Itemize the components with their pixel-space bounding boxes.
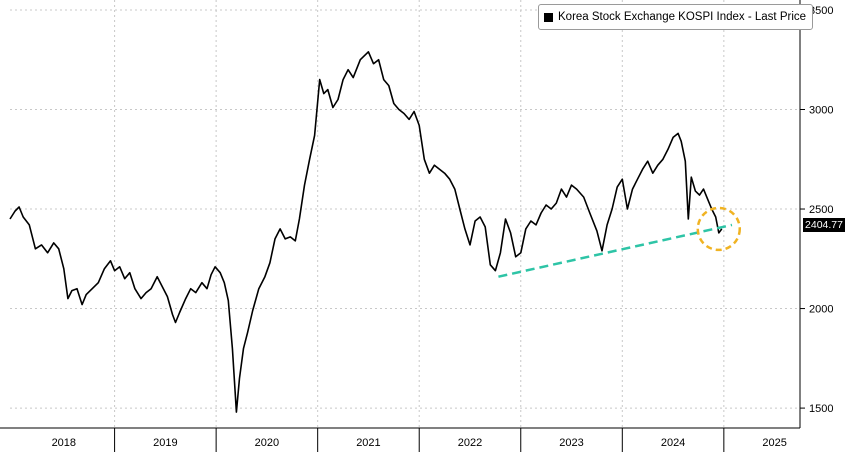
- x-tick-label: 2024: [661, 437, 685, 449]
- x-tick-label: 2021: [356, 437, 380, 449]
- chart-legend: Korea Stock Exchange KOSPI Index - Last …: [538, 4, 814, 30]
- x-tick-label: 2018: [52, 437, 76, 449]
- kospi-price-line: [9, 51, 723, 413]
- y-tick-label: 3500: [809, 5, 833, 17]
- y-tick-label: 3000: [809, 104, 833, 116]
- x-tick-label: 2025: [762, 437, 786, 449]
- x-tick-label: 2022: [458, 437, 482, 449]
- last-price-tag: 2404.77: [803, 218, 845, 232]
- legend-label: Korea Stock Exchange KOSPI Index - Last …: [558, 11, 807, 23]
- highlight-circle: [696, 206, 742, 252]
- series-layer: [9, 51, 723, 413]
- x-tick-label: 2023: [559, 437, 583, 449]
- y-tick-label: 1500: [809, 403, 833, 415]
- x-tick-label: 2019: [153, 437, 177, 449]
- y-tick-label: 2000: [809, 304, 833, 316]
- legend-swatch: [544, 12, 553, 22]
- y-tick-label: 2500: [809, 204, 833, 216]
- x-tick-label: 2020: [255, 437, 279, 449]
- grid-layer: [10, 0, 800, 428]
- annotation-layer: [498, 206, 742, 278]
- support-trendline: [498, 223, 733, 278]
